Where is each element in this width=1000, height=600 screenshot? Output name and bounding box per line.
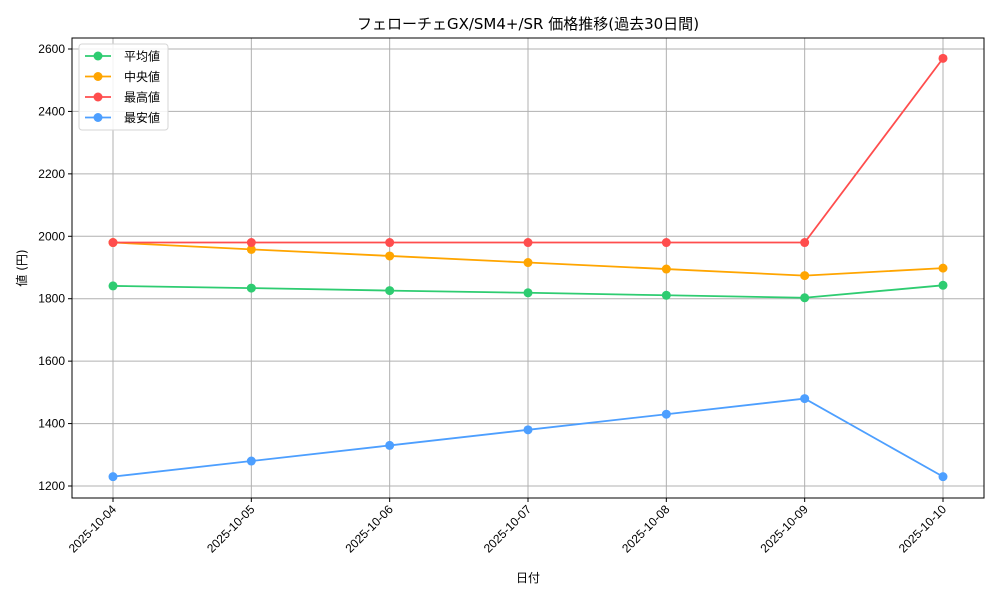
data-point (661, 290, 671, 300)
data-point (385, 286, 395, 296)
y-tick-label: 2400 (38, 104, 65, 118)
series-line (108, 53, 948, 248)
y-tick-label: 1400 (38, 417, 65, 431)
data-point (246, 238, 256, 248)
x-tick-label: 2025-10-07 (481, 502, 535, 556)
legend-item: 平均値 (85, 49, 160, 64)
data-point (385, 238, 395, 248)
series-line (108, 394, 948, 482)
data-point (800, 238, 810, 248)
data-point (246, 456, 256, 466)
x-tick-label: 2025-10-06 (342, 502, 396, 556)
x-tick-label: 2025-10-04 (66, 502, 120, 556)
x-tick-label: 2025-10-10 (896, 502, 950, 556)
data-point (661, 409, 671, 419)
data-point (523, 238, 533, 248)
data-point (385, 440, 395, 450)
data-point (661, 264, 671, 274)
legend-item: 中央値 (85, 69, 160, 84)
y-axis-label: 値 (円) (14, 249, 29, 286)
chart-title: フェローチェGX/SM4+/SR 価格推移(過去30日間) (357, 15, 699, 33)
series-line (108, 280, 948, 303)
y-tick-label: 2000 (38, 229, 65, 243)
svg-text:平均値: 平均値 (124, 49, 160, 64)
y-tick-label: 1600 (38, 354, 65, 368)
grid (72, 38, 984, 498)
data-point (800, 271, 810, 281)
data-point (246, 283, 256, 293)
data-point (385, 251, 395, 261)
data-point (938, 53, 948, 63)
x-tick-label: 2025-10-09 (757, 502, 811, 556)
data-point (108, 238, 118, 248)
data-point (800, 293, 810, 303)
svg-text:最高値: 最高値 (124, 90, 160, 105)
y-tick-label: 1200 (38, 479, 65, 493)
x-tick-label: 2025-10-05 (204, 502, 258, 556)
svg-text:最安値: 最安値 (124, 110, 160, 125)
data-point (108, 472, 118, 482)
data-point (523, 288, 533, 298)
data-point (800, 394, 810, 404)
y-tick-label: 1800 (38, 292, 65, 306)
x-axis: 2025-10-04 2025-10-05 2025-10-06 2025-10-07… (66, 498, 950, 556)
data-point (661, 238, 671, 248)
data-point (938, 472, 948, 482)
svg-text:中央値: 中央値 (124, 69, 160, 84)
data-point (523, 425, 533, 435)
series-lines (108, 53, 948, 482)
data-point (108, 281, 118, 291)
data-point (246, 244, 256, 254)
x-axis-label: 日付 (516, 571, 540, 585)
data-point (938, 263, 948, 273)
y-tick-label: 2200 (38, 167, 65, 181)
data-point (523, 258, 533, 268)
y-tick-label: 2600 (38, 42, 65, 56)
x-tick-label: 2025-10-08 (619, 502, 673, 556)
data-point (938, 280, 948, 290)
y-axis: 1200 1400 1600 1800 2000 2200 2400 2600 (38, 42, 72, 493)
legend-item: 最安値 (85, 110, 160, 125)
legend-item: 最高値 (85, 90, 160, 105)
